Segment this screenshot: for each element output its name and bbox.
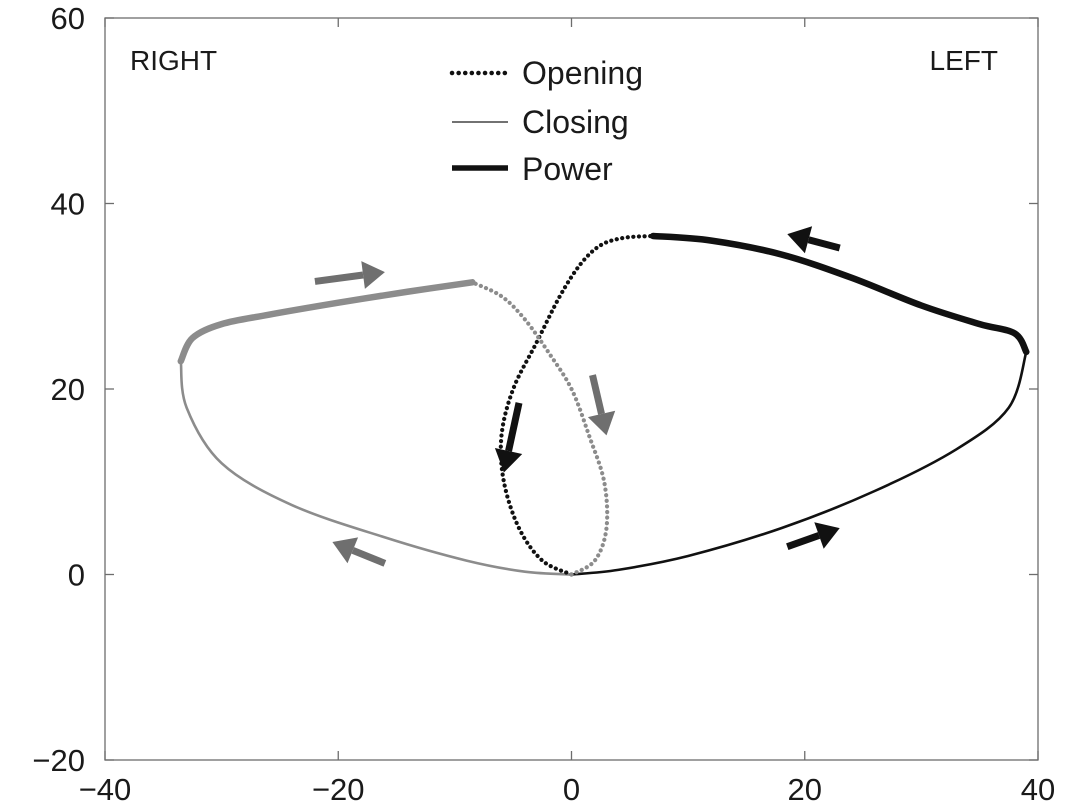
legend-label-closing: Closing: [522, 104, 629, 140]
y-tick-label: 40: [51, 187, 85, 222]
curve-left-hand-opening: [498, 233, 656, 577]
y-tick-label: −20: [32, 743, 85, 778]
curve-left-hand-closing: [570, 350, 1028, 576]
left-hand-label: LEFT: [930, 45, 998, 76]
arrow-shaft: [786, 532, 821, 550]
arrow-head: [494, 448, 523, 473]
x-tick-label: 40: [1021, 772, 1055, 807]
curve-left-hand-power: [649, 232, 1030, 356]
curves: [177, 232, 1030, 577]
direction-arrow: [786, 522, 840, 550]
legend: Opening Closing Power: [449, 55, 643, 187]
arrow-shaft: [505, 402, 523, 452]
x-tick-label: 0: [563, 772, 580, 807]
arrow-head: [814, 522, 840, 549]
curve-right-hand-closing: [179, 359, 573, 576]
x-tick-label: 20: [788, 772, 822, 807]
arrow-head: [787, 226, 813, 254]
arrow-shaft: [589, 374, 605, 415]
x-tick-label: −40: [79, 772, 132, 807]
direction-arrow: [332, 537, 387, 567]
arrow-shaft: [807, 236, 841, 252]
right-hand-label: RIGHT: [130, 45, 217, 76]
curve-right-hand-opening: [470, 280, 610, 577]
direction-arrow: [587, 374, 616, 436]
axis-ticks: [104, 17, 1039, 761]
arrow-head: [332, 537, 359, 564]
arrow-head: [587, 410, 616, 436]
y-tick-label: 20: [51, 372, 85, 407]
legend-label-power: Power: [522, 151, 613, 187]
curve-right-hand-power: [177, 279, 476, 365]
y-tick-label: 0: [68, 558, 85, 593]
direction-arrow: [494, 402, 523, 473]
direction-arrows: [314, 226, 841, 567]
arrow-shaft: [314, 271, 364, 285]
direction-arrow: [787, 226, 841, 254]
legend-label-opening: Opening: [522, 55, 643, 91]
arrow-shaft: [351, 547, 387, 567]
direction-arrow: [314, 261, 385, 289]
x-tick-label: −20: [312, 772, 365, 807]
arrow-head: [361, 261, 385, 289]
y-tick-label: 60: [51, 1, 85, 36]
